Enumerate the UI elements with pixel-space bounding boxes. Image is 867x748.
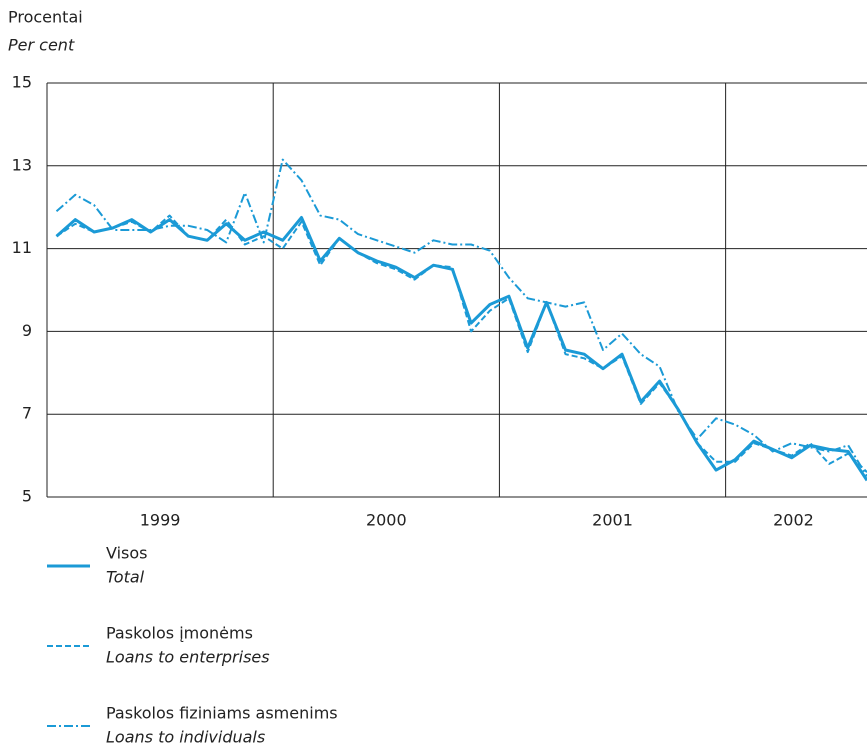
x-tick-label: 2002 [773,511,814,530]
legend-label: Visos [106,544,148,563]
x-tick-label: 2000 [366,511,407,530]
series-line [55,158,867,477]
y-tick-label: 15 [12,73,32,92]
series-line [55,216,867,482]
legend-label-en: Loans to individuals [106,728,265,747]
y-tick-label: 13 [12,155,32,174]
y-axis-label: Procentai [8,8,83,27]
y-tick-label: 7 [22,404,32,423]
legend-label-en: Total [106,568,145,587]
x-tick-label: 2001 [592,511,633,530]
x-tick-label: 1999 [140,511,181,530]
legend-label: Paskolos įmonėms [106,624,253,643]
y-tick-label: 9 [22,321,32,340]
legend-label: Paskolos fiziniams asmenims [106,704,338,723]
legend-label-en: Loans to enterprises [106,648,270,667]
y-axis-label-en: Per cent [8,36,75,55]
y-tick-label: 11 [12,238,32,257]
y-tick-label: 5 [22,487,32,506]
series-line [55,214,867,473]
